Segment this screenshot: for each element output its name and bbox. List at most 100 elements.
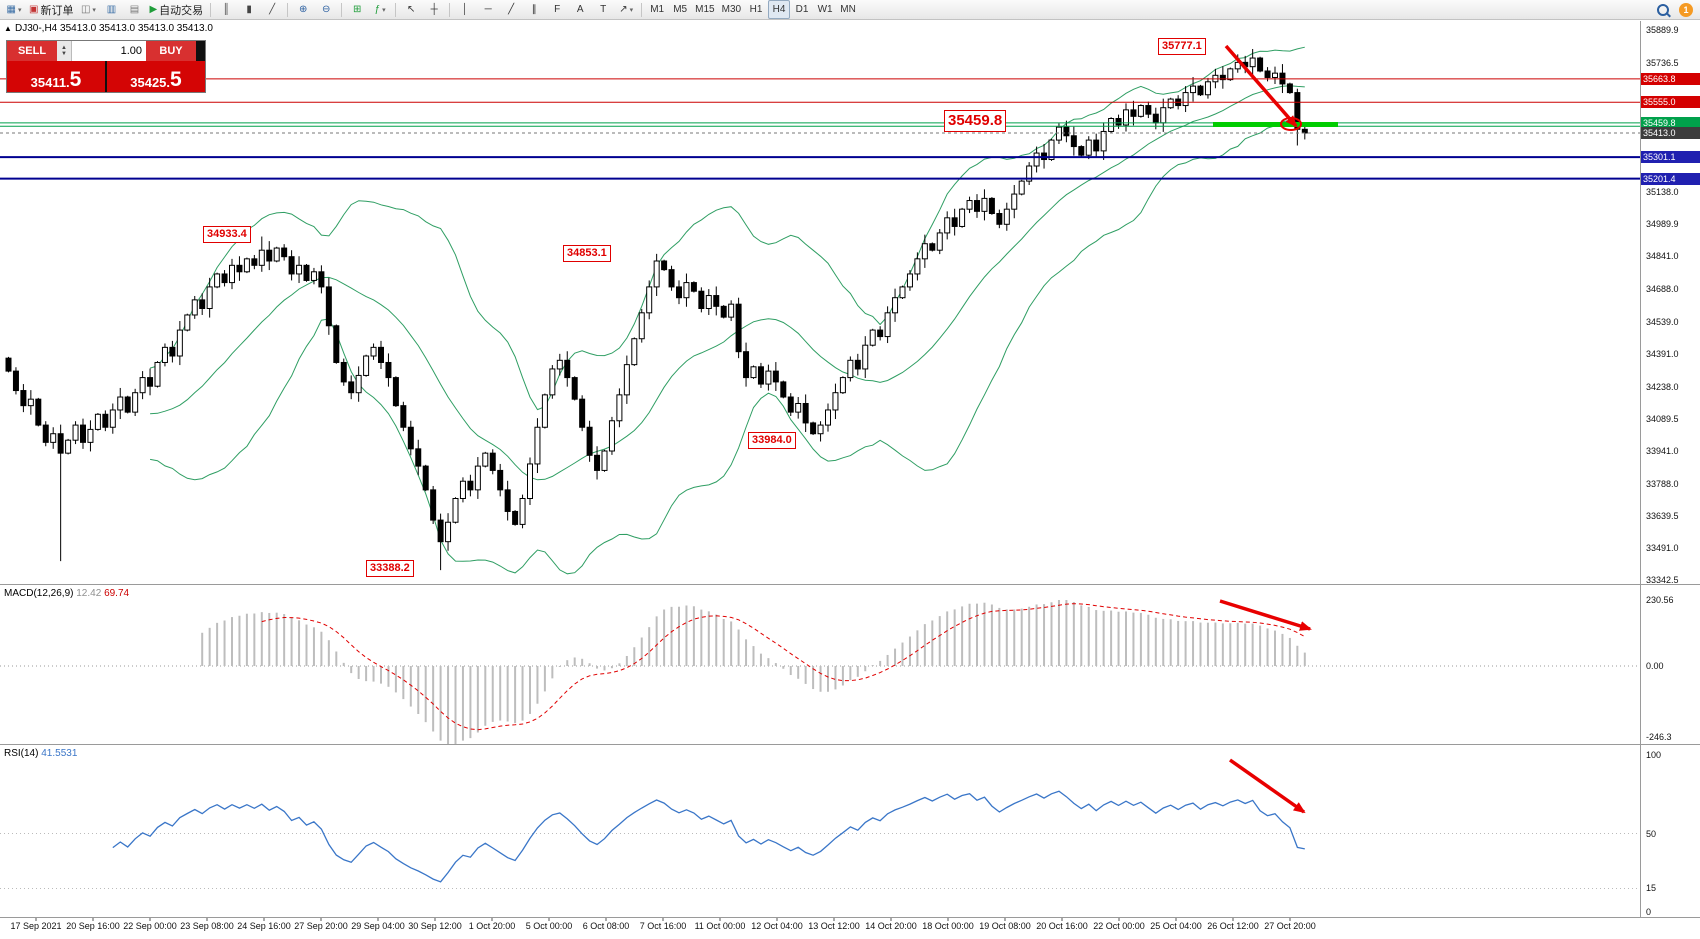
timeframe-d1-button[interactable]: D1 [791,0,813,19]
time-axis-label: 26 Oct 12:00 [1207,921,1259,931]
timeframe-m15-button[interactable]: M15 [692,0,717,19]
candlestick-chart-button[interactable]: ▮ [238,0,260,19]
price-scale-tick: 33941.0 [1646,445,1679,456]
one-click-trading-panel: SELL ▲ ▼ BUY 35411.5 35425.5 [6,40,206,93]
time-axis-label: 27 Sep 20:00 [294,921,348,931]
sell-price-button[interactable]: 35411. 5 [7,61,105,92]
timeframe-m1-button[interactable]: M1 [646,0,668,19]
timeframe-h1-button-label: H1 [749,4,763,15]
text-icon: A [576,3,584,15]
lot-size-input[interactable] [72,41,146,61]
timeframe-m5-button[interactable]: M5 [669,0,691,19]
cursor-button[interactable]: ↖ [400,0,422,19]
new-chart-button[interactable]: ▦ ▾ [3,0,25,19]
one-click-panel-toggle[interactable]: ▲ [4,24,12,33]
time-axis-label: 23 Sep 08:00 [180,921,234,931]
autotrading-button-label: 自动交易 [159,4,204,17]
time-axis-label: 6 Oct 08:00 [582,921,630,931]
time-axis-label: 22 Oct 00:00 [1093,921,1145,931]
tile-windows-icon: ⊞ [352,3,362,15]
crosshair-button[interactable]: ┼ [423,0,445,19]
equidistant-channel-button[interactable]: ∥ [523,0,545,19]
ohlc-text: 35413.0 35413.0 35413.0 35413.0 [60,23,213,34]
time-axis-label: 11 Oct 00:00 [694,921,746,931]
symbol-period-text: DJ30-,H4 [15,23,58,34]
text-button[interactable]: A [569,0,591,19]
new-order-icon: ▣ [29,3,39,15]
buy-price-pips: 5 [170,68,182,91]
rsi-scale-tick: 50 [1646,828,1657,839]
vertical-line-button[interactable]: │ [454,0,476,19]
lot-up-icon[interactable]: ▲ [61,45,67,51]
price-scale-tick: 34989.9 [1646,219,1679,230]
toolbar-separator [341,2,343,17]
vertical-line-icon: │ [462,3,469,15]
timeframe-h4-button[interactable]: H4 [768,0,791,19]
text-label-button[interactable]: T [592,0,614,19]
notification-badge[interactable]: 1 [1679,2,1693,17]
candlestick-chart-icon: ▮ [246,3,252,15]
crosshair-icon: ┼ [430,3,438,15]
zoom-out-icon: ⊖ [321,3,331,15]
line-chart-button[interactable]: ╱ [261,0,283,19]
bar-chart-button[interactable]: ║ [215,0,237,19]
zoom-in-button[interactable]: ⊕ [292,0,314,19]
time-axis-label: 20 Oct 16:00 [1036,921,1088,931]
timeframe-m30-button[interactable]: M30 [719,0,744,19]
chart-profiles-button[interactable]: ◫ ▾ [77,0,99,19]
horizontal-line-button[interactable]: ─ [477,0,499,19]
fibonacci-button[interactable]: F [546,0,568,19]
macd-panel-canvas[interactable] [0,599,1640,745]
sell-button[interactable]: SELL [7,41,57,61]
macd-scale-tick: 0.00 [1646,661,1664,671]
price-scale-tick: 35138.0 [1646,187,1679,198]
time-axis-label: 5 Oct 00:00 [525,921,573,931]
tile-windows-button[interactable]: ⊞ [346,0,368,19]
price-scale-tick: 35736.5 [1646,58,1679,69]
time-axis-label: 19 Oct 08:00 [979,921,1031,931]
terminal-button[interactable]: ▤ [123,0,145,19]
rsi-scale-tick: 15 [1646,883,1657,894]
timeframe-h4-button-label: H4 [772,4,786,15]
timeframe-h1-button[interactable]: H1 [745,0,767,19]
arrows-button[interactable]: ↗ ▾ [615,0,637,19]
arrows-icon: ↗ [619,3,628,15]
panel-frames [0,21,1700,921]
timeframe-w1-button[interactable]: W1 [814,0,836,19]
buy-price-main: 35425. [130,75,171,90]
new-chart-icon: ▦ [6,3,16,15]
price-annotation: 35459.8 [944,110,1007,132]
zoom-out-button[interactable]: ⊖ [315,0,337,19]
buy-button[interactable]: BUY [146,41,196,61]
timeframe-m1-button-label: M1 [650,4,665,15]
macd-scale-tick: 230.56 [1646,595,1674,605]
search-button[interactable] [1652,0,1674,19]
search-icon [1657,3,1669,16]
macd-signal-value: 69.74 [104,588,130,599]
timeframe-m5-button-label: M5 [673,4,688,15]
rsi-scale-tick: 0 [1646,907,1652,917]
indicators-button[interactable]: ƒ ▾ [369,0,391,19]
rsi-name: RSI(14) [4,748,39,759]
price-scale-badge: 35201.4 [1641,172,1700,185]
price-scale-tick: 33788.0 [1646,478,1679,489]
buy-price-button[interactable]: 35425. 5 [107,61,205,92]
new-order-button[interactable]: ▣ 新订单 [26,0,76,19]
market-watch-button[interactable]: ▥ [100,0,122,19]
time-axis-label: 1 Oct 20:00 [468,921,516,931]
chevron-down-icon: ▾ [629,6,634,14]
macd-scale-tick: -246.3 [1646,732,1672,742]
price-scale-tick: 34238.0 [1646,381,1679,392]
price-annotation: 33984.0 [748,432,796,449]
trendline-button[interactable]: ╱ [500,0,522,19]
main-price-chart[interactable] [0,44,1640,575]
macd-label: MACD(12,26,9) 12.42 69.74 [4,588,129,599]
autotrading-button[interactable]: ▶ 自动交易 [146,0,206,19]
lot-size-stepper[interactable]: ▲ ▼ [57,41,72,61]
macd-main-value: 12.42 [76,588,102,599]
rsi-panel-canvas[interactable] [0,758,1640,889]
lot-down-icon[interactable]: ▼ [61,51,67,57]
time-axis-label: 29 Sep 04:00 [351,921,405,931]
timeframe-mn-button[interactable]: MN [837,0,859,19]
